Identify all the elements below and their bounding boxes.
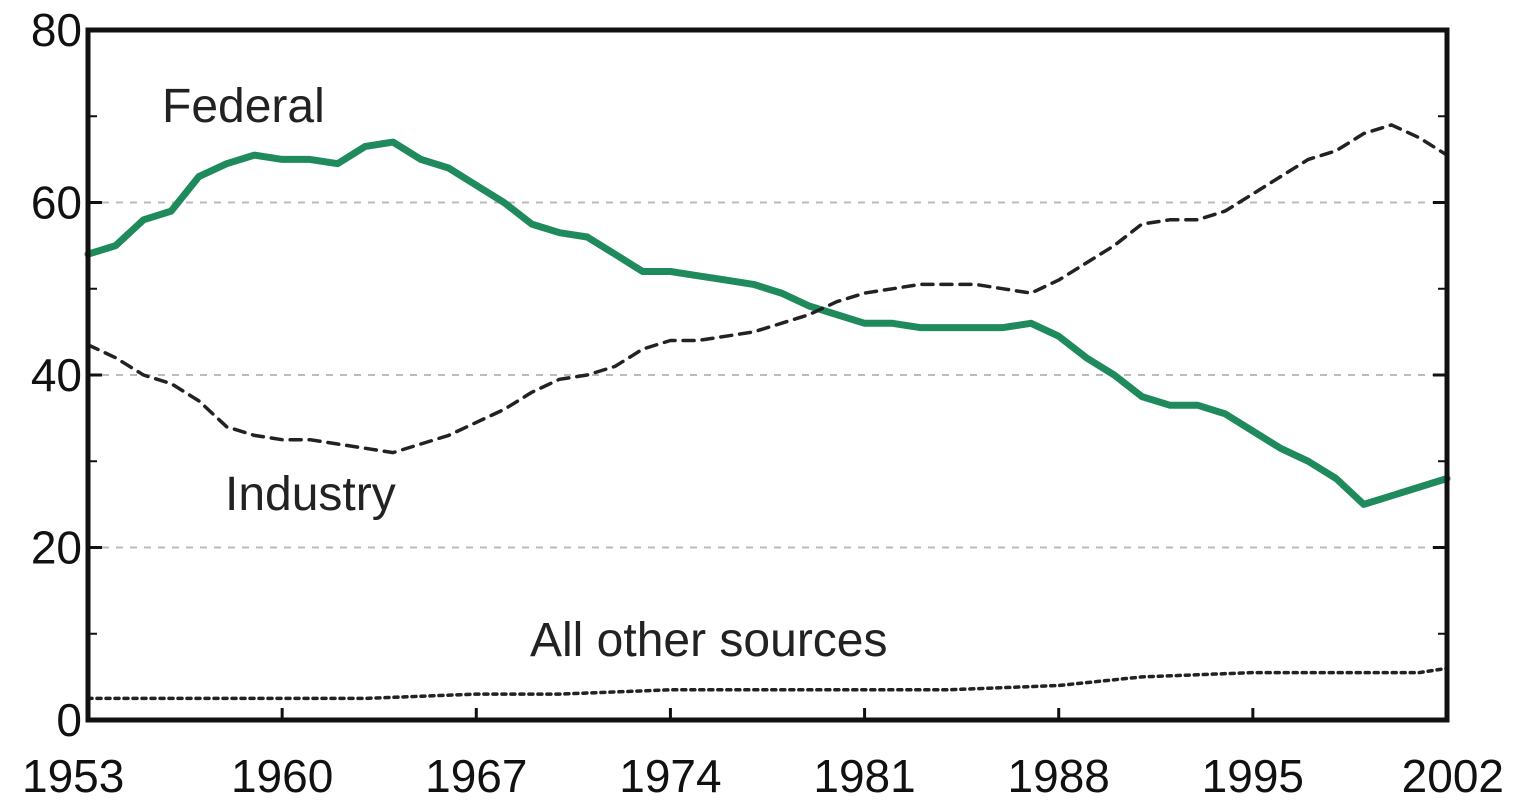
y-tick-label-60: 60	[31, 177, 82, 229]
series-label-federal: Federal	[162, 80, 325, 133]
y-tick-label-0: 0	[56, 694, 82, 746]
series-lines	[84, 123, 1451, 701]
series-line-federal	[84, 138, 1451, 508]
x-axis-tick-labels: 1953 1960 1967 1974 1981 1988 1995 2002	[22, 750, 1504, 802]
x-tick-label-1960: 1960	[231, 750, 333, 802]
y-tick-label-80: 80	[31, 4, 82, 56]
x-tick-label-1995: 1995	[1202, 750, 1304, 802]
x-tick-label-1967: 1967	[425, 750, 527, 802]
x-tick-label-1981: 1981	[813, 750, 915, 802]
x-tick-label-1988: 1988	[1008, 750, 1110, 802]
gridlines	[88, 201, 1447, 549]
axis-ticks	[86, 28, 1449, 722]
series-line-all-other-sources	[86, 666, 1449, 701]
y-tick-label-20: 20	[31, 522, 82, 574]
series-label-industry: Industry	[225, 468, 396, 521]
y-axis-tick-labels: 0 20 40 60 80	[31, 4, 82, 746]
x-tick-label-1953: 1953	[22, 750, 124, 802]
series-line-industry	[86, 123, 1449, 455]
x-tick-label-1974: 1974	[619, 750, 721, 802]
series-label-all-other-sources: All other sources	[530, 614, 888, 667]
x-tick-label-2002: 2002	[1402, 750, 1504, 802]
y-tick-label-40: 40	[31, 349, 82, 401]
